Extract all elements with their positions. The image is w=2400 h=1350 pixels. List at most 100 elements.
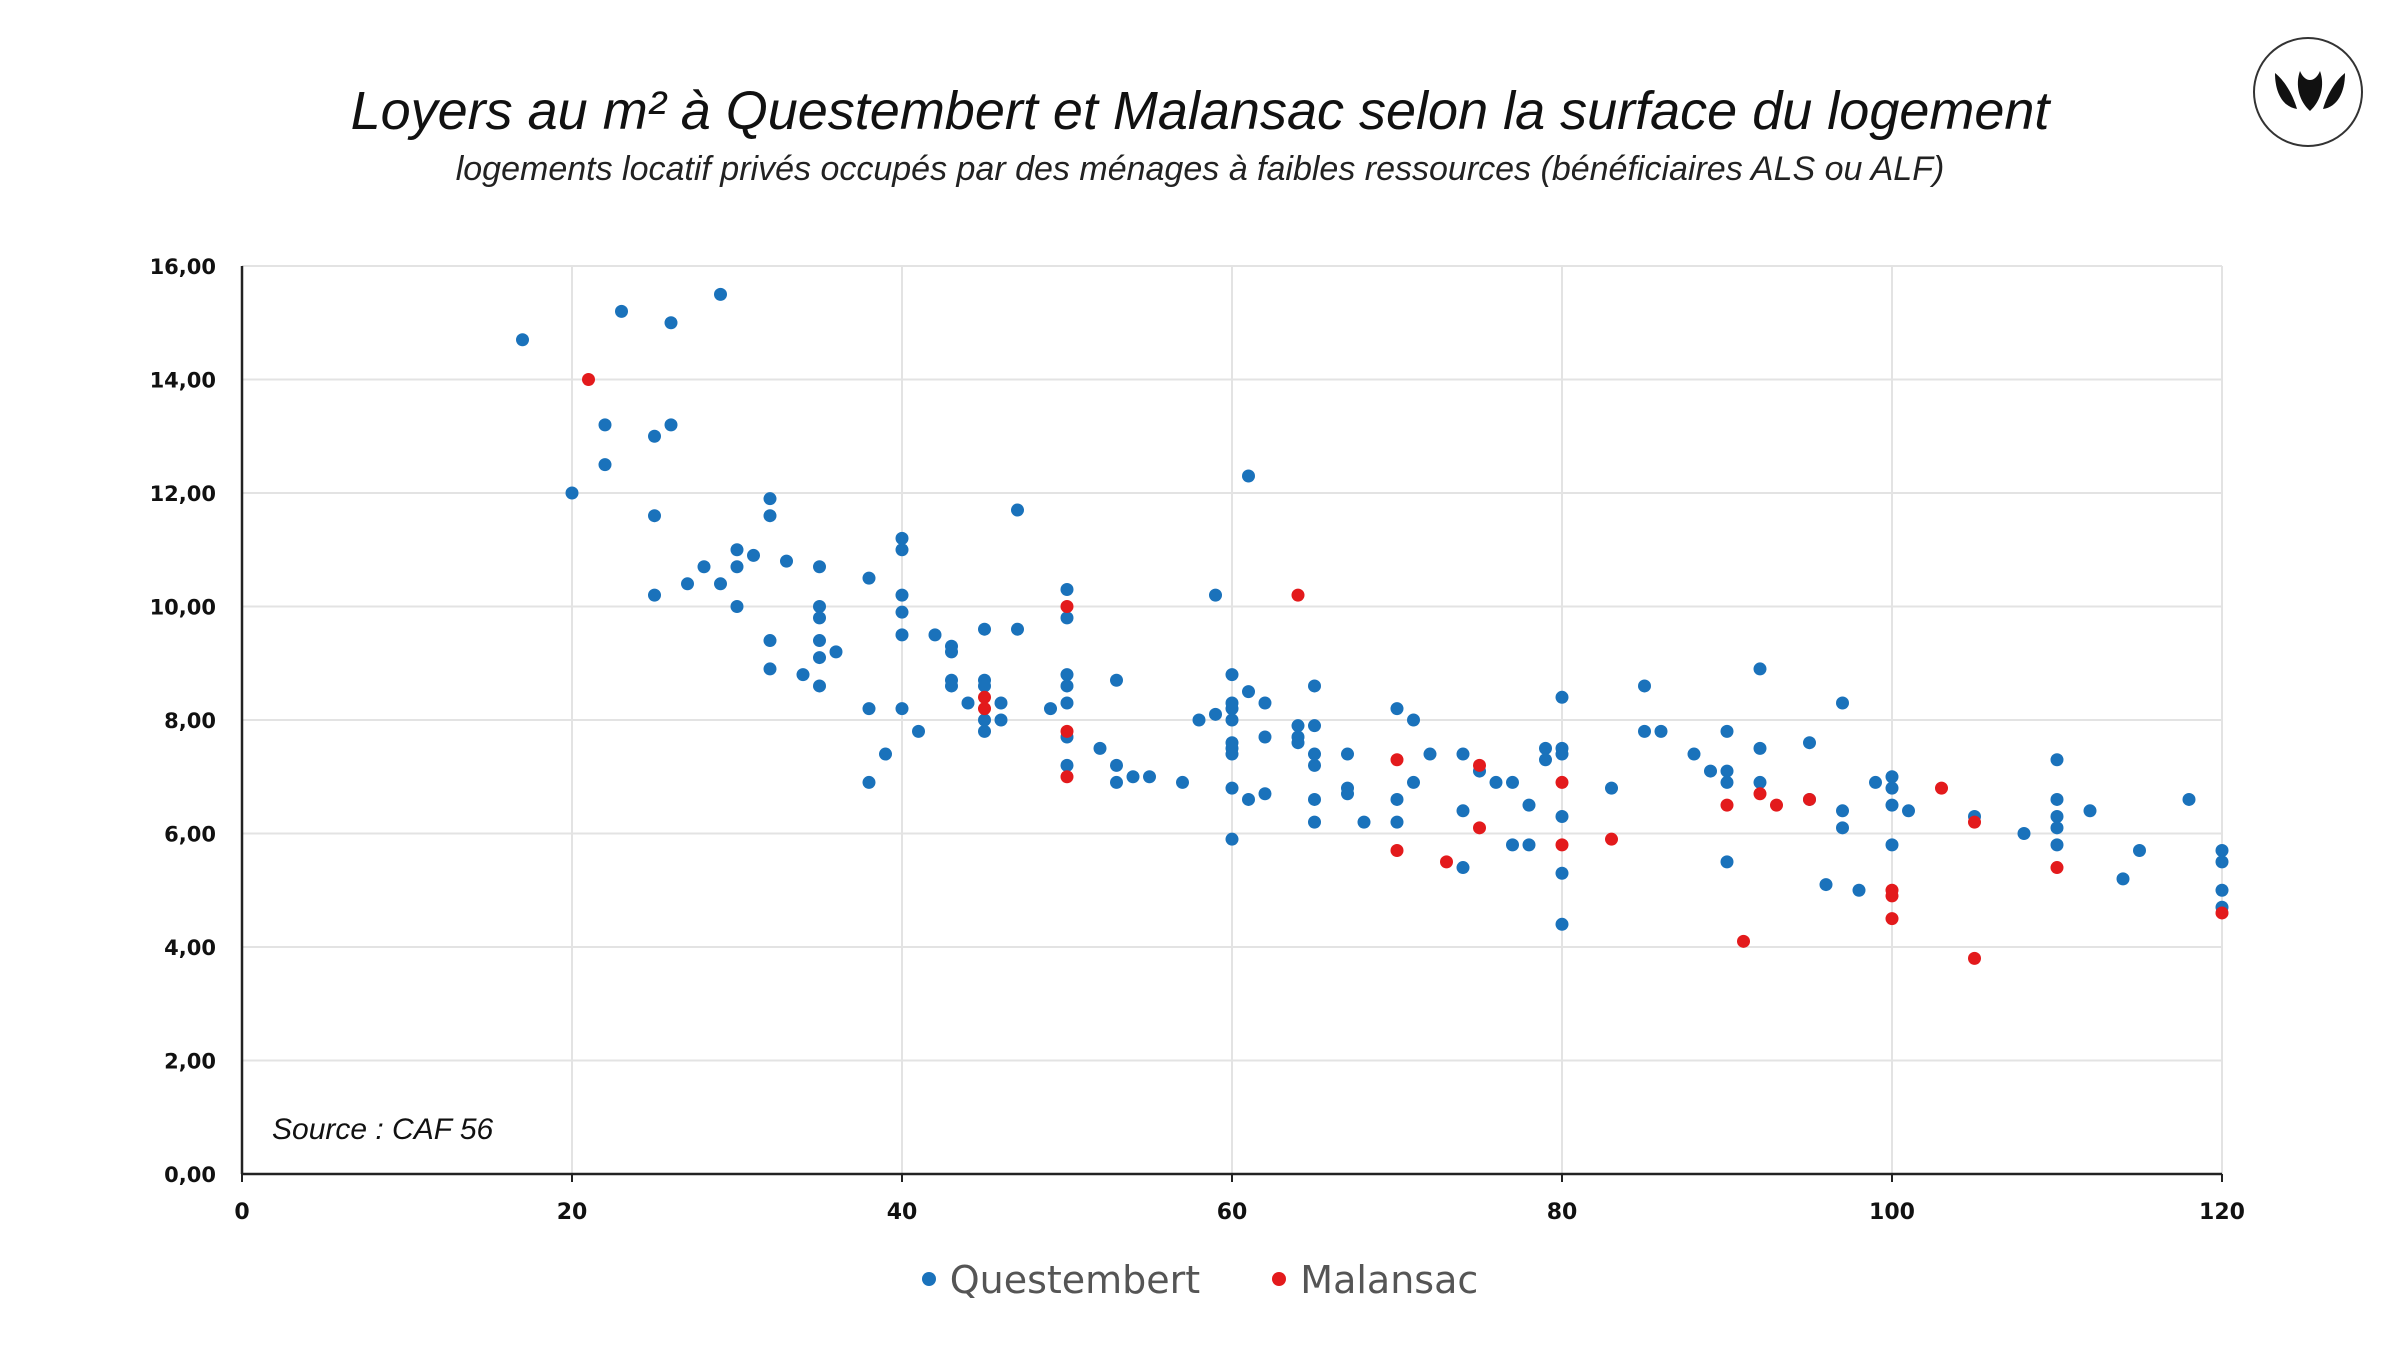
- data-point-malansac: [2050, 861, 2064, 875]
- data-point-questembert: [1060, 758, 1074, 772]
- data-point-questembert: [1225, 747, 1239, 761]
- data-point-questembert: [1885, 770, 1899, 784]
- data-point-questembert: [895, 702, 909, 716]
- data-point-questembert: [714, 577, 727, 591]
- axes: [240, 266, 2223, 1182]
- data-point-malansac: [1605, 832, 1618, 846]
- data-point-questembert: [813, 600, 826, 613]
- data-point-questembert: [1209, 588, 1222, 602]
- data-point-questembert: [2017, 827, 2031, 840]
- data-point-malansac: [1753, 787, 1767, 801]
- leaf-logo-icon: [2275, 71, 2345, 111]
- data-point-questembert: [1506, 775, 1519, 789]
- x-tick-label: 20: [557, 1200, 588, 1225]
- data-point-questembert: [1539, 753, 1552, 767]
- data-point-questembert: [1258, 787, 1272, 801]
- data-point-malansac: [1770, 798, 1783, 812]
- data-point-questembert: [2050, 809, 2064, 823]
- data-point-questembert: [1242, 792, 1255, 806]
- data-point-questembert: [2215, 844, 2229, 858]
- legend-marker-malansac: [1272, 1271, 1287, 1286]
- data-point-questembert: [1390, 702, 1404, 716]
- data-point-questembert: [1836, 696, 1849, 710]
- data-point-malansac: [582, 373, 595, 386]
- data-point-questembert: [1110, 758, 1123, 772]
- data-point-questembert: [1060, 696, 1074, 710]
- data-point-questembert: [598, 458, 612, 472]
- y-tick-label: 14,00: [150, 369, 216, 393]
- data-point-malansac: [1885, 889, 1899, 903]
- data-point-questembert: [1357, 815, 1371, 829]
- data-point-questembert: [1341, 747, 1354, 761]
- x-tick-label: 60: [1217, 1200, 1248, 1225]
- data-point-questembert: [829, 645, 843, 659]
- data-point-questembert: [2116, 872, 2130, 886]
- data-point-questembert: [1836, 821, 1849, 835]
- data-point-questembert: [1638, 679, 1651, 693]
- data-point-questembert: [978, 724, 991, 738]
- data-point-questembert: [1258, 730, 1272, 744]
- data-point-questembert: [895, 588, 909, 602]
- data-point-questembert: [1308, 815, 1321, 829]
- data-point-questembert: [1555, 809, 1569, 823]
- data-point-questembert: [1522, 798, 1536, 812]
- data-point-questembert: [1555, 747, 1569, 761]
- data-point-questembert: [1720, 724, 1734, 738]
- data-point-questembert: [1110, 673, 1123, 687]
- data-point-malansac: [1555, 775, 1569, 789]
- data-point-questembert: [1522, 838, 1536, 852]
- legend-item-malansac[interactable]: Malansac: [1272, 1258, 1478, 1302]
- data-point-questembert: [1209, 707, 1222, 721]
- data-point-malansac: [1060, 770, 1074, 784]
- data-point-questembert: [1704, 764, 1717, 778]
- data-point-malansac: [978, 702, 991, 716]
- data-point-questembert: [862, 775, 876, 789]
- data-point-questembert: [978, 713, 991, 727]
- data-point-questembert: [895, 628, 909, 642]
- data-point-questembert: [565, 486, 579, 500]
- legend-item-questembert[interactable]: Questembert: [921, 1258, 1200, 1302]
- data-point-questembert: [1852, 883, 1866, 897]
- data-point-questembert: [1225, 713, 1239, 727]
- data-point-questembert: [1803, 736, 1816, 750]
- y-tick-label: 8,00: [164, 709, 216, 733]
- data-point-questembert: [2215, 855, 2229, 869]
- data-point-questembert: [714, 287, 727, 301]
- data-point-questembert: [1011, 503, 1024, 517]
- data-point-questembert: [730, 543, 744, 557]
- data-point-questembert: [994, 713, 1008, 727]
- data-point-malansac: [1291, 588, 1305, 602]
- data-point-questembert: [1093, 741, 1107, 755]
- data-point-questembert: [1885, 838, 1899, 852]
- data-point-questembert: [1308, 792, 1321, 806]
- data-point-questembert: [1819, 878, 1833, 892]
- data-point-questembert: [1225, 832, 1239, 846]
- data-point-questembert: [1011, 622, 1024, 636]
- data-point-questembert: [1407, 713, 1420, 727]
- data-point-questembert: [516, 333, 529, 347]
- data-point-questembert: [1390, 815, 1404, 829]
- data-point-questembert: [1456, 861, 1470, 875]
- data-point-questembert: [1308, 679, 1321, 693]
- data-point-questembert: [2215, 883, 2229, 897]
- data-point-questembert: [862, 702, 876, 716]
- data-point-questembert: [763, 492, 777, 506]
- data-point-malansac: [2215, 906, 2229, 920]
- chart-subtitle: logements locatif privés occupés par des…: [455, 150, 1945, 188]
- data-point-questembert: [978, 622, 991, 636]
- x-tick-label: 40: [887, 1200, 918, 1225]
- data-point-questembert: [730, 600, 744, 613]
- data-point-questembert: [1407, 775, 1420, 789]
- data-point-questembert: [895, 605, 909, 619]
- data-point-questembert: [1291, 736, 1305, 750]
- data-point-questembert: [1044, 702, 1057, 716]
- data-points: [516, 287, 2229, 965]
- data-point-questembert: [1110, 775, 1123, 789]
- data-point-questembert: [1242, 469, 1255, 483]
- tick-labels: 0,00 2,00 4,00 6,00 8,00 10,00 12,00 14,00 16,00…: [150, 255, 2245, 1225]
- data-point-questembert: [1225, 702, 1239, 716]
- data-point-malansac: [1555, 838, 1569, 852]
- data-point-questembert: [1423, 747, 1437, 761]
- data-point-questembert: [598, 418, 612, 432]
- data-point-questembert: [681, 577, 694, 591]
